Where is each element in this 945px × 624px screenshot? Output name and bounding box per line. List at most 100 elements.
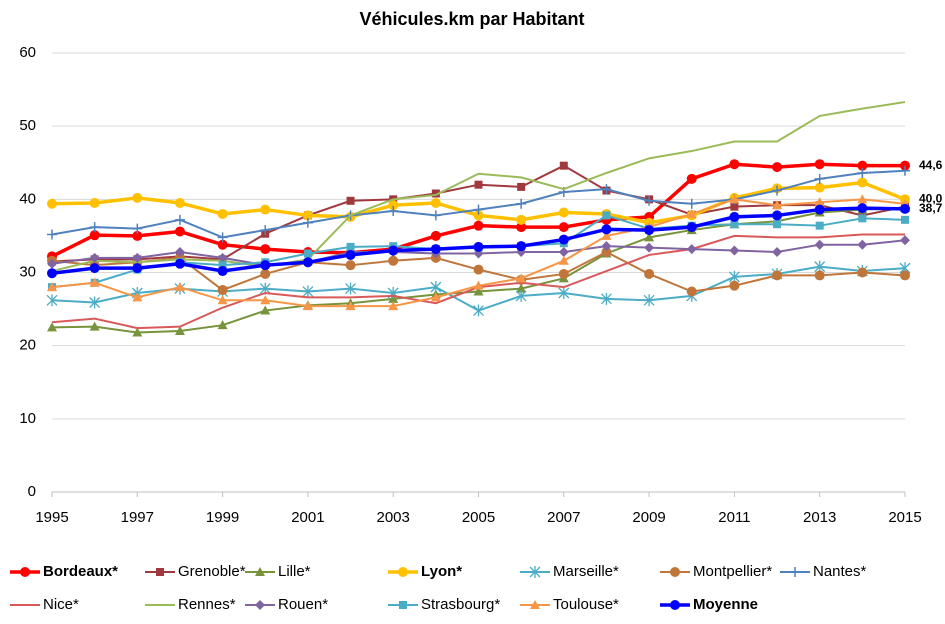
- marker: [345, 282, 357, 295]
- marker: [670, 567, 680, 577]
- marker: [174, 197, 185, 208]
- marker: [302, 217, 313, 228]
- marker: [89, 296, 101, 309]
- marker: [217, 232, 228, 243]
- marker: [900, 203, 910, 214]
- marker: [473, 241, 484, 252]
- marker: [388, 255, 399, 266]
- x-tick-label: 2009: [632, 509, 665, 526]
- marker: [643, 294, 655, 307]
- marker: [516, 222, 527, 233]
- marker: [530, 600, 540, 609]
- y-tick-label: 0: [28, 483, 36, 500]
- data-label: 38,7: [919, 201, 943, 215]
- marker: [132, 327, 143, 337]
- marker: [47, 258, 57, 269]
- marker: [772, 210, 783, 221]
- marker: [174, 226, 185, 237]
- marker: [730, 220, 739, 229]
- marker: [47, 198, 57, 209]
- marker: [217, 295, 228, 305]
- marker: [89, 263, 100, 274]
- y-tick-label: 30: [19, 263, 36, 280]
- legend-label: Bordeaux*: [43, 563, 118, 580]
- marker: [431, 189, 440, 198]
- marker: [814, 182, 825, 193]
- marker: [302, 285, 314, 298]
- marker: [601, 241, 612, 252]
- marker: [857, 267, 868, 278]
- marker: [558, 268, 569, 279]
- legend-item: Strasbourg*: [388, 596, 500, 613]
- marker: [473, 210, 484, 221]
- marker: [815, 221, 824, 230]
- marker: [89, 197, 100, 208]
- marker: [47, 322, 57, 332]
- legend-label: Rouen*: [278, 596, 328, 613]
- marker: [46, 294, 58, 307]
- legend-item: Marseille*: [520, 563, 619, 580]
- marker: [132, 192, 143, 203]
- marker: [601, 230, 612, 240]
- marker: [345, 260, 356, 271]
- legend-label: Lille*: [278, 563, 311, 580]
- marker: [430, 197, 441, 208]
- marker: [814, 239, 825, 250]
- marker: [217, 208, 228, 219]
- marker: [218, 261, 227, 270]
- legend-item: Moyenne: [660, 596, 758, 613]
- marker: [174, 258, 185, 269]
- x-tick-label: 2001: [291, 509, 324, 526]
- marker: [857, 160, 868, 171]
- marker: [174, 214, 185, 225]
- marker: [260, 268, 271, 279]
- marker: [857, 239, 868, 250]
- marker: [686, 173, 697, 184]
- x-tick-label: 2007: [547, 509, 580, 526]
- marker: [260, 225, 271, 236]
- marker: [516, 283, 527, 293]
- marker: [729, 211, 740, 222]
- legend-item: Rennes*: [145, 596, 236, 613]
- marker: [156, 568, 164, 576]
- legend-item: Toulouse*: [520, 596, 619, 613]
- chart-title: Véhicules.km par Habitant: [359, 9, 584, 29]
- marker: [857, 194, 868, 204]
- legend-label: Nantes*: [813, 563, 867, 580]
- marker: [473, 264, 484, 275]
- y-tick-label: 60: [19, 44, 36, 61]
- marker: [217, 239, 228, 250]
- marker: [686, 286, 697, 297]
- marker: [773, 220, 782, 229]
- series-line: [51, 101, 906, 273]
- marker: [901, 215, 909, 224]
- legend-label: Marseille*: [553, 563, 619, 580]
- y-tick-label: 50: [19, 117, 36, 134]
- marker: [430, 210, 441, 221]
- marker: [89, 277, 100, 287]
- marker: [729, 159, 740, 170]
- marker: [686, 222, 697, 233]
- marker: [217, 252, 228, 263]
- marker: [558, 234, 569, 245]
- marker: [260, 244, 271, 255]
- marker: [473, 204, 484, 215]
- marker: [900, 160, 910, 171]
- marker: [900, 270, 910, 281]
- marker: [857, 167, 868, 178]
- marker: [644, 195, 655, 206]
- marker: [255, 600, 265, 610]
- marker: [20, 567, 30, 577]
- data-label: 40,0: [919, 192, 943, 206]
- marker: [900, 165, 910, 176]
- marker: [790, 567, 800, 577]
- marker: [729, 245, 740, 256]
- marker: [132, 223, 143, 234]
- marker: [559, 161, 568, 170]
- marker: [89, 230, 100, 241]
- marker: [346, 242, 355, 251]
- marker: [47, 229, 57, 240]
- legend-label: Strasbourg*: [421, 596, 500, 613]
- marker: [772, 162, 783, 173]
